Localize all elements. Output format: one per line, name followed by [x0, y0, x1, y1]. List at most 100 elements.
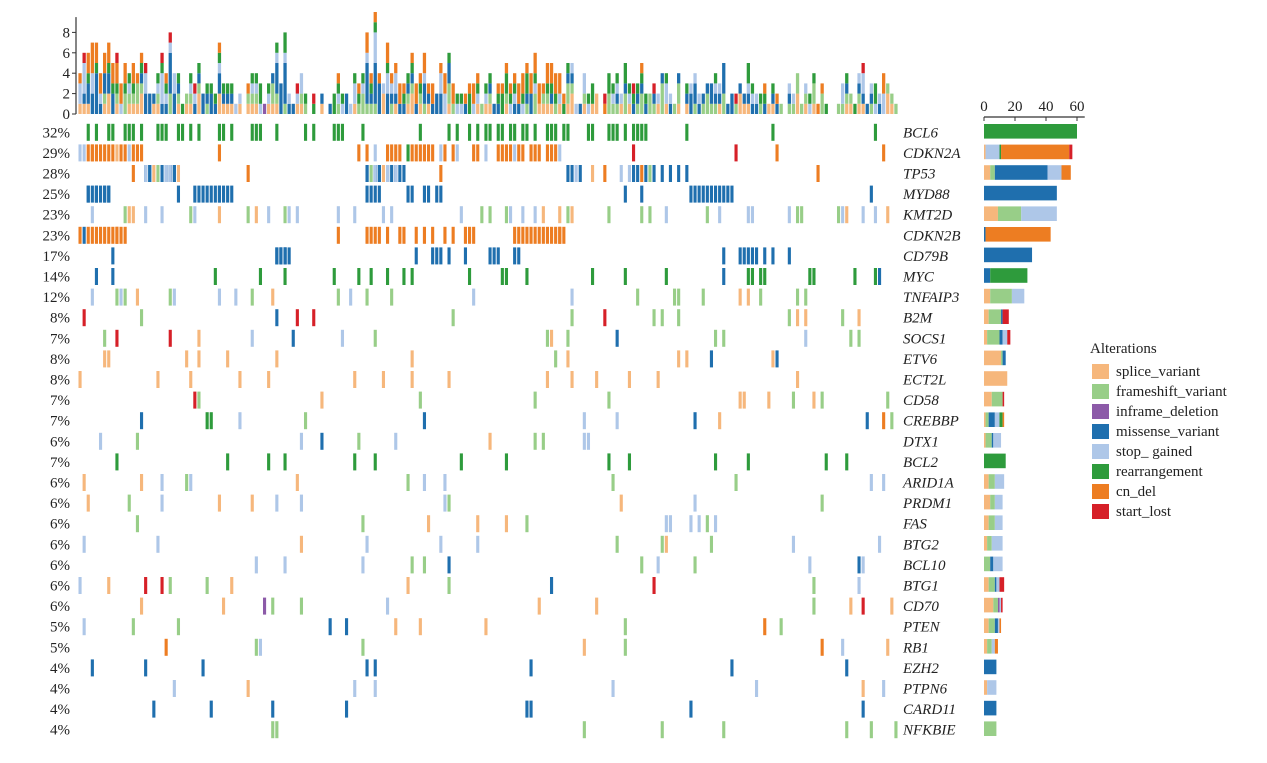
mutation-cell — [353, 453, 357, 471]
gene-bar-segment — [985, 412, 989, 427]
mutation-cell — [221, 185, 226, 203]
mutation-cell — [193, 206, 197, 224]
sample-bar-segment — [185, 93, 189, 104]
sample-bar-segment — [139, 73, 144, 84]
gene-bar-segment — [988, 577, 995, 592]
sample-bar-segment — [90, 93, 94, 114]
mutation-cell — [849, 329, 853, 347]
sample-bar-segment — [213, 103, 217, 114]
mutation-cell — [664, 268, 668, 285]
mutation-cell — [685, 350, 689, 368]
mutation-cell — [410, 371, 414, 388]
gene-label: TNFAIP3 — [903, 290, 959, 306]
sample-bar-segment — [677, 73, 681, 84]
sample-bar-segment — [180, 103, 185, 114]
gene-bar-segment — [984, 556, 991, 572]
mutation-cell — [574, 165, 578, 182]
mutation-cell — [808, 268, 812, 285]
mutation-cell — [504, 268, 509, 285]
mutation-cell — [340, 329, 345, 347]
mutation-cell — [709, 185, 714, 203]
gene-bar-segment — [997, 206, 1022, 221]
gene-bar-segment — [984, 494, 991, 510]
mutation-cell — [431, 144, 435, 162]
mutation-cell — [845, 721, 849, 739]
sample-bar-segment — [590, 83, 595, 104]
mutation-cell — [484, 618, 488, 636]
mutation-cell — [508, 144, 513, 162]
sample-bar-segment — [217, 42, 222, 53]
mutation-cell — [107, 185, 111, 203]
sample-bar-segment — [410, 63, 414, 74]
sample-bar-segment — [115, 83, 119, 94]
sample-bar-segment — [845, 83, 849, 94]
sample-bar-segment — [500, 83, 504, 94]
sample-bar-segment — [722, 93, 726, 114]
sample-bar-segment — [422, 73, 427, 84]
sample-bar-segment — [189, 73, 193, 84]
sample-bar-segment — [176, 83, 181, 94]
mutation-cell — [123, 206, 127, 224]
mutation-cell — [385, 144, 390, 162]
mutation-cell — [775, 350, 779, 368]
mutation-cell — [123, 144, 127, 162]
mutation-cell — [652, 309, 656, 327]
mutation-cell — [156, 535, 160, 553]
mutation-cell — [250, 123, 254, 141]
gene-bar-segment — [993, 433, 1002, 448]
mutation-cell — [570, 165, 574, 182]
sample-bar-segment — [394, 93, 398, 104]
mutation-cell — [135, 288, 140, 306]
sample-bar-segment — [636, 93, 640, 104]
mutation-cell — [90, 144, 94, 162]
mutation-cell — [213, 268, 217, 285]
sample-bar-segment — [517, 83, 521, 104]
mutation-cell — [197, 350, 201, 368]
sample-bar-segment — [139, 83, 144, 94]
sample-bar-segment — [119, 83, 123, 104]
sample-bar-segment — [574, 103, 578, 114]
mutation-cell — [414, 226, 418, 244]
sample-bar-segment — [135, 73, 140, 84]
sample-bar-segment — [197, 83, 201, 94]
sample-bar-segment — [254, 73, 258, 84]
gene-bar-segment — [984, 618, 989, 633]
sample-bar-segment — [877, 103, 882, 114]
mutation-cell — [447, 247, 451, 265]
mutation-cell — [701, 288, 705, 306]
sample-bar-segment — [513, 93, 517, 104]
sample-bar-segment — [467, 83, 472, 94]
mutation-cell — [558, 144, 562, 162]
mutation-cell — [254, 206, 258, 224]
mutation-cell — [447, 371, 451, 388]
side-gene-barplot — [984, 124, 1077, 736]
mutation-cell — [804, 288, 808, 306]
mutation-cell — [545, 371, 550, 388]
percent-labels: 32% 29% 28% 25% 23% 23% 17% 14% 12% 8% 7% 8% 8% 7% 7% 6… — [43, 125, 71, 738]
sample-bar-segment — [119, 103, 123, 114]
sample-bar-segment — [217, 93, 222, 114]
mutation-cell — [619, 494, 623, 512]
side-axis-tick-label: 20 — [1008, 99, 1023, 115]
sample-bar-segment — [230, 103, 234, 114]
mutation-cell — [709, 535, 714, 553]
sample-bar-segment — [246, 103, 250, 114]
gene-bar-segment — [999, 144, 1002, 160]
percent-label: 6% — [50, 558, 70, 574]
mutation-cell — [230, 185, 234, 203]
mutation-cell — [131, 165, 135, 182]
sample-bar-segment — [262, 103, 267, 114]
sample-bar-segment — [226, 83, 230, 94]
mutation-cell — [189, 123, 193, 141]
mutation-cell — [275, 247, 279, 265]
mutation-cell — [82, 144, 86, 162]
sample-bar-segment — [156, 73, 160, 84]
gene-bar-segment — [990, 288, 1012, 304]
mutation-cell — [595, 597, 599, 615]
gene-bar-segment — [993, 556, 1003, 572]
sample-bar-segment — [541, 83, 545, 94]
mutation-cell — [402, 226, 406, 244]
sample-bar-segment — [894, 103, 898, 114]
sample-bar-segment — [685, 93, 689, 104]
mutation-cell — [148, 165, 152, 182]
